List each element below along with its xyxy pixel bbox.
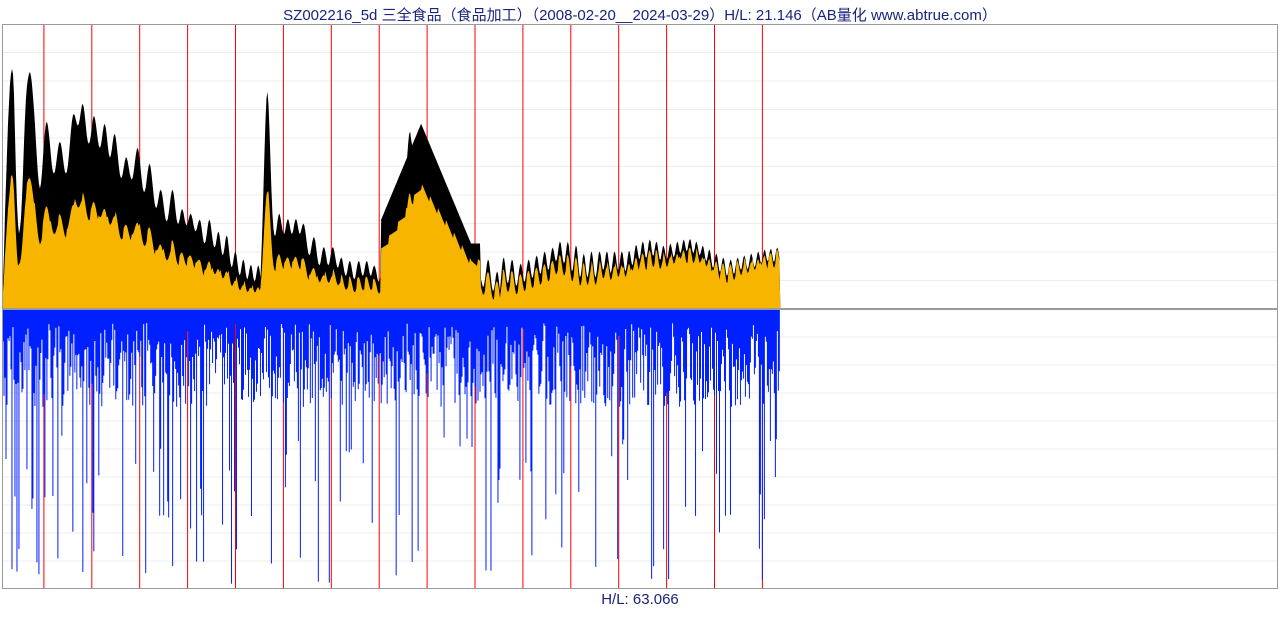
chart-footer: H/L: 63.066 (0, 589, 1280, 611)
upper-panel (2, 24, 1278, 309)
chart-container (2, 24, 1278, 589)
chart-title: SZ002216_5d 三全食品（食品加工）（2008-02-20__2024-… (0, 0, 1280, 24)
lower-panel (2, 309, 1278, 589)
